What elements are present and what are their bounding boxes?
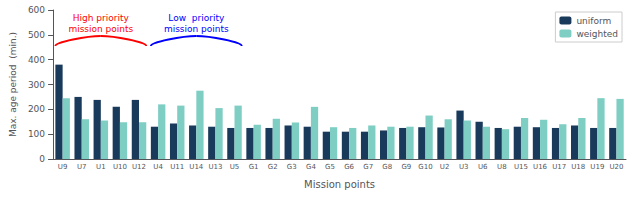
svg-text:200: 200 [28, 104, 45, 114]
svg-text:U3: U3 [459, 163, 469, 171]
svg-text:U20: U20 [609, 163, 623, 171]
svg-text:mission points: mission points [164, 24, 229, 34]
svg-text:G4: G4 [306, 163, 316, 171]
svg-text:U14: U14 [189, 163, 204, 171]
svg-text:U9: U9 [58, 163, 68, 171]
svg-text:uniform: uniform [576, 16, 611, 26]
svg-text:U13: U13 [208, 163, 222, 171]
svg-text:High priority: High priority [73, 13, 130, 23]
svg-text:U4: U4 [153, 163, 163, 171]
svg-text:600: 600 [28, 5, 45, 15]
svg-text:weighted: weighted [576, 29, 618, 39]
svg-text:0: 0 [39, 154, 45, 164]
svg-text:100: 100 [28, 129, 45, 139]
svg-text:G2: G2 [268, 163, 278, 171]
svg-text:G1: G1 [249, 163, 259, 171]
svg-text:400: 400 [28, 55, 45, 65]
svg-text:G8: G8 [382, 163, 392, 171]
svg-text:U1: U1 [96, 163, 106, 171]
svg-text:U8: U8 [497, 163, 507, 171]
svg-text:300: 300 [28, 80, 45, 90]
svg-text:U6: U6 [478, 163, 488, 171]
svg-text:Max. age period (min.): Max. age period (min.) [8, 32, 18, 137]
svg-text:U15: U15 [514, 163, 528, 171]
svg-text:U5: U5 [230, 163, 240, 171]
svg-text:U2: U2 [440, 163, 450, 171]
svg-text:Mission points: Mission points [304, 179, 375, 190]
svg-text:U19: U19 [590, 163, 604, 171]
svg-text:500: 500 [28, 30, 45, 40]
svg-text:G10: G10 [418, 163, 432, 171]
svg-text:U10: U10 [113, 163, 127, 171]
svg-text:U7: U7 [77, 163, 87, 171]
svg-text:U12: U12 [132, 163, 146, 171]
svg-text:U17: U17 [552, 163, 566, 171]
svg-text:U16: U16 [533, 163, 548, 171]
svg-text:G7: G7 [363, 163, 373, 171]
svg-text:U11: U11 [170, 163, 184, 171]
svg-text:Low priority: Low priority [168, 13, 225, 23]
svg-text:G5: G5 [325, 163, 335, 171]
svg-text:G3: G3 [287, 163, 297, 171]
svg-text:G6: G6 [344, 163, 354, 171]
svg-text:G9: G9 [401, 163, 411, 171]
svg-text:mission points: mission points [68, 24, 133, 34]
svg-text:U18: U18 [571, 163, 585, 171]
